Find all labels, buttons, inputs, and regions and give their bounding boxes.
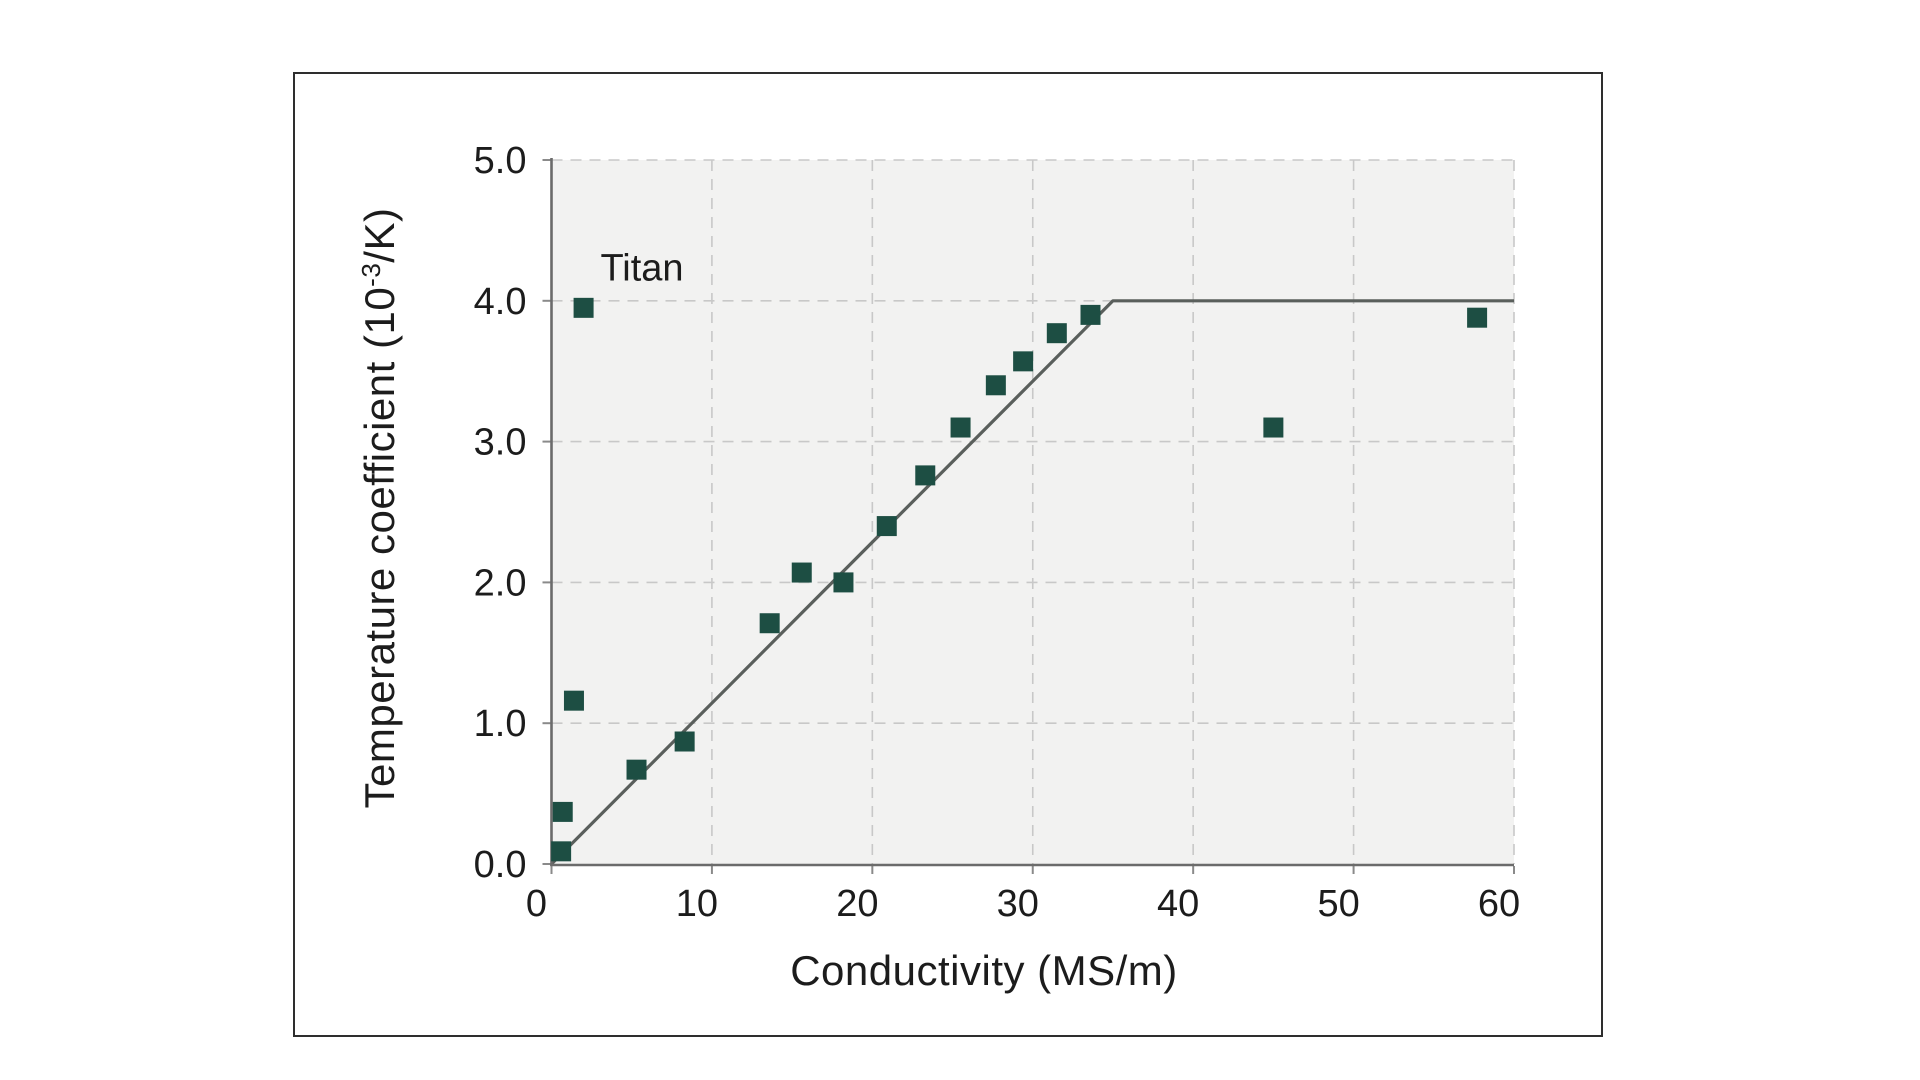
x-tick-label: 30	[997, 883, 1039, 925]
data-point	[626, 759, 647, 780]
y-tick-label: 1.0	[474, 703, 527, 745]
data-point	[551, 841, 572, 862]
titan-point-label: Titan	[600, 247, 684, 290]
data-point	[950, 417, 971, 438]
x-tick-label: 0	[526, 883, 547, 925]
x-tick-label: 60	[1478, 883, 1520, 925]
data-point	[1467, 307, 1488, 328]
data-point	[1080, 304, 1101, 325]
data-point	[791, 562, 812, 583]
y-axis-title-unit: /K)	[356, 207, 403, 263]
y-axis-title-superscript: -3	[356, 262, 386, 287]
data-point	[1263, 417, 1284, 438]
data-point	[985, 375, 1006, 396]
y-tick-label: 2.0	[474, 562, 527, 604]
data-point	[1013, 351, 1034, 372]
y-tick-label: 4.0	[474, 281, 527, 323]
y-tick-label: 3.0	[474, 422, 527, 464]
y-tick-label: 5.0	[474, 140, 527, 182]
x-tick-label: 50	[1317, 883, 1359, 925]
data-point	[915, 465, 936, 486]
data-point	[833, 572, 854, 593]
y-axis-title-text: Temperature coefficient (10	[356, 286, 403, 809]
y-tick-label: 0.0	[474, 844, 527, 886]
trend-line	[550, 299, 1514, 866]
data-point	[563, 690, 584, 711]
data-point	[1046, 323, 1067, 344]
x-axis-title: Conductivity (MS/m)	[790, 947, 1178, 994]
x-tick-label: 10	[676, 883, 718, 925]
y-axis-title: Temperature coefficient (10-3/K)	[356, 208, 404, 809]
x-tick-label: 40	[1157, 883, 1199, 925]
data-point	[876, 516, 897, 537]
x-tick-label: 20	[836, 883, 878, 925]
data-point	[573, 297, 594, 318]
data-point	[552, 801, 573, 822]
data-point	[674, 731, 695, 752]
data-point	[759, 613, 780, 634]
